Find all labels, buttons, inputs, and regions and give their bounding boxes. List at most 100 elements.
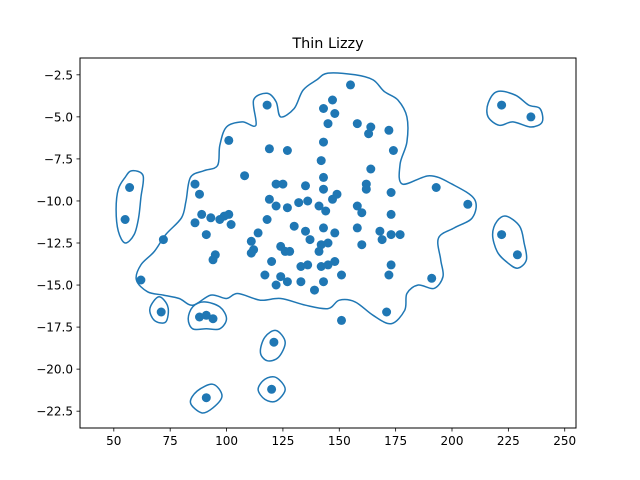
x-tick-label: 150: [328, 434, 351, 448]
data-point: [201, 393, 211, 403]
y-tick-label: −5.0: [44, 110, 73, 124]
data-point: [431, 183, 441, 192]
data-point: [190, 218, 200, 228]
data-point: [282, 203, 292, 213]
y-tick-label: −15.0: [36, 279, 73, 293]
data-point: [319, 223, 328, 233]
density-contour: [189, 383, 223, 414]
data-point: [386, 209, 396, 219]
data-point: [195, 312, 204, 322]
data-point: [330, 109, 340, 118]
x-tick-label: 100: [215, 434, 238, 448]
data-point: [319, 137, 328, 147]
data-point: [262, 100, 272, 110]
data-point: [316, 156, 326, 166]
data-point: [337, 270, 346, 280]
data-point: [319, 172, 328, 182]
data-point: [364, 129, 374, 139]
data-point: [303, 260, 313, 270]
data-point: [323, 260, 333, 270]
data-point: [361, 184, 371, 194]
data-point: [328, 95, 337, 105]
data-point: [395, 230, 405, 240]
data-point: [352, 223, 362, 233]
data-point: [136, 275, 146, 285]
data-point: [323, 238, 333, 248]
data-point: [357, 208, 367, 218]
data-point: [226, 220, 236, 229]
x-tick-label: 75: [163, 434, 178, 448]
data-point: [375, 226, 385, 236]
data-point: [386, 188, 396, 197]
x-tick-label: 250: [553, 434, 576, 448]
data-point: [271, 179, 281, 189]
data-point: [224, 135, 234, 145]
data-point: [377, 235, 387, 245]
density-contour: [187, 301, 228, 331]
data-point: [294, 198, 304, 208]
density-contour: [259, 329, 286, 362]
y-tick-label: −10.0: [36, 194, 73, 208]
data-point: [319, 104, 328, 113]
data-point: [156, 307, 166, 317]
data-point: [208, 314, 218, 324]
density-contour: [491, 215, 528, 269]
x-axis: 50 75 100 125 150 175 200 225 250: [106, 428, 576, 448]
data-point: [388, 146, 398, 155]
data-point: [497, 100, 507, 110]
y-tick-label: −22.5: [36, 405, 73, 419]
data-point: [386, 260, 396, 270]
data-point: [384, 125, 394, 135]
data-point: [463, 199, 473, 209]
data-point: [240, 171, 250, 181]
data-point: [197, 209, 207, 219]
density-contour: [135, 72, 477, 325]
y-tick-label: −12.5: [36, 237, 73, 251]
data-point: [282, 146, 292, 155]
data-point: [246, 248, 256, 258]
data-point: [316, 262, 326, 271]
x-tick-label: 50: [106, 434, 121, 448]
x-tick-label: 125: [271, 434, 294, 448]
data-point: [310, 285, 319, 295]
data-point: [323, 119, 333, 129]
data-point: [384, 270, 394, 280]
data-point: [206, 213, 216, 223]
data-point: [267, 384, 277, 394]
data-point: [301, 226, 310, 236]
data-point: [337, 315, 346, 325]
data-point: [195, 189, 204, 199]
data-point: [125, 183, 135, 192]
data-point: [314, 201, 324, 211]
data-point: [208, 255, 218, 265]
data-point: [526, 112, 536, 122]
data-point: [260, 270, 270, 280]
y-axis: −22.5 −20.0 −17.5 −15.0 −12.5 −10.0 −7.5 −5.0 −2…: [36, 68, 80, 419]
data-point: [269, 337, 279, 347]
data-point: [246, 236, 256, 246]
data-point: [264, 194, 274, 204]
data-point: [332, 189, 342, 199]
y-tick-label: −2.5: [44, 68, 73, 82]
data-point: [201, 230, 211, 240]
data-point: [305, 235, 315, 245]
data-point: [271, 280, 281, 290]
data-point: [382, 307, 392, 317]
data-point: [282, 277, 292, 287]
data-point: [215, 215, 225, 224]
data-point: [262, 215, 272, 224]
data-point: [366, 164, 376, 174]
data-point: [330, 228, 340, 238]
data-point: [314, 246, 324, 256]
data-point: [296, 277, 306, 287]
data-point: [497, 230, 507, 240]
data-point: [271, 201, 281, 211]
chart-title: Thin Lizzy: [291, 36, 364, 52]
data-point: [289, 221, 299, 231]
density-contour: [257, 376, 286, 403]
x-tick-label: 200: [441, 434, 464, 448]
data-point: [190, 179, 200, 189]
data-point: [512, 250, 522, 260]
data-point: [303, 196, 313, 206]
